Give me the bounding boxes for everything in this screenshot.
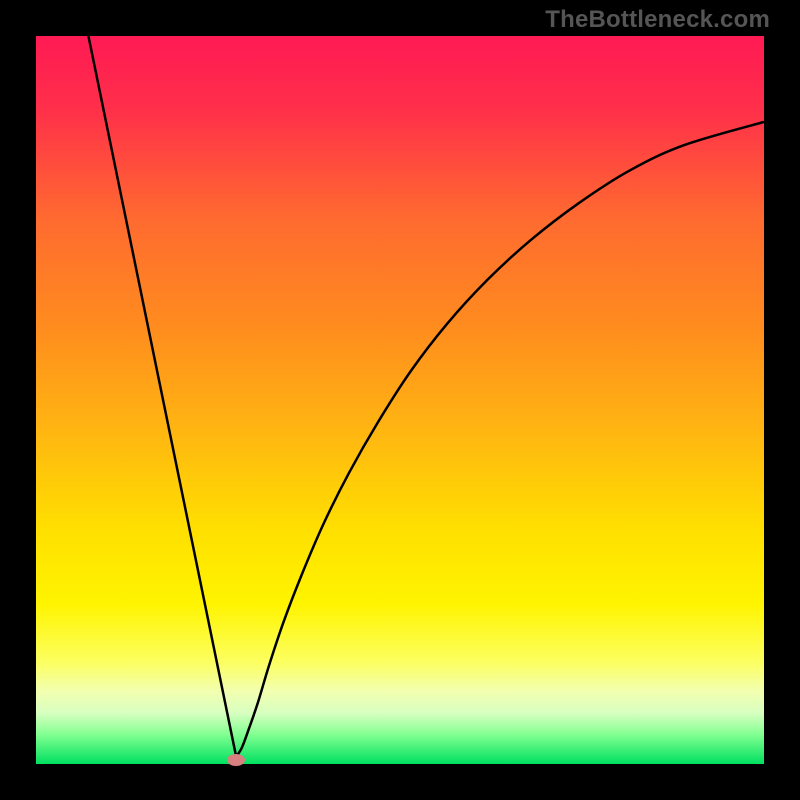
watermark-text: TheBottleneck.com: [545, 6, 770, 34]
trough-marker: [227, 754, 245, 766]
plot-area: [36, 36, 764, 764]
chart-svg: [36, 36, 764, 764]
gradient-background: [36, 36, 764, 764]
plot-frame: [36, 36, 764, 764]
